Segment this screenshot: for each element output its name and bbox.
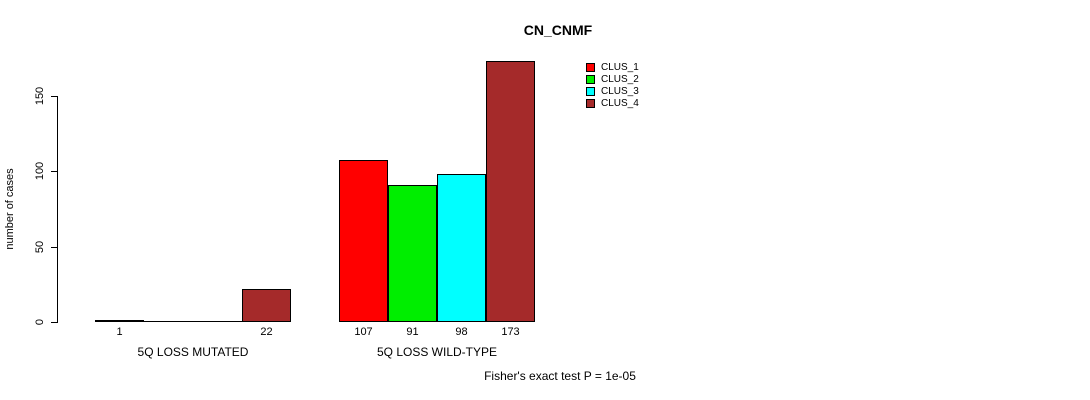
bar-clus_4-group2 bbox=[486, 61, 535, 322]
bar-clus_3-group1-zero bbox=[193, 321, 242, 322]
bar-value-label: 22 bbox=[260, 326, 273, 338]
y-tick-label: 100 bbox=[34, 161, 46, 181]
legend-row-clus2: CLUS_2 bbox=[586, 73, 639, 85]
legend-swatch-clus3 bbox=[586, 86, 595, 96]
legend-swatch-clus2 bbox=[586, 74, 595, 84]
legend-label-clus1: CLUS_1 bbox=[601, 61, 639, 73]
bar-clus_1-group1 bbox=[95, 320, 144, 322]
bar-value-label: 98 bbox=[455, 326, 468, 338]
bar-clus_4-group1 bbox=[242, 289, 291, 322]
y-tick-mark bbox=[51, 322, 57, 323]
legend-swatch-clus4 bbox=[586, 98, 595, 108]
y-tick-label: 0 bbox=[34, 318, 46, 326]
y-tick-mark bbox=[51, 96, 57, 97]
bar-value-label: 107 bbox=[354, 326, 373, 338]
legend-swatch-clus1 bbox=[586, 62, 595, 72]
y-tick-mark bbox=[51, 171, 57, 172]
legend: CLUS_1 CLUS_2 CLUS_3 CLUS_4 bbox=[586, 61, 639, 109]
legend-label-clus2: CLUS_2 bbox=[601, 73, 639, 85]
bar-clus_2-group2 bbox=[388, 185, 437, 322]
y-axis-line bbox=[57, 96, 58, 323]
bar-value-label: 91 bbox=[406, 326, 419, 338]
fishers-test-annotation: Fisher's exact test P = 1e-05 bbox=[484, 369, 636, 383]
bar-clus_2-group1-zero bbox=[144, 321, 193, 322]
bar-value-label: 1 bbox=[116, 326, 123, 338]
legend-label-clus3: CLUS_3 bbox=[601, 85, 639, 97]
bar-value-label: 173 bbox=[501, 326, 520, 338]
y-axis-label: number of cases bbox=[4, 168, 16, 250]
legend-row-clus4: CLUS_4 bbox=[586, 97, 639, 109]
y-tick-mark bbox=[51, 247, 57, 248]
chart-title: CN_CNMF bbox=[523, 22, 593, 38]
legend-label-clus4: CLUS_4 bbox=[601, 97, 639, 109]
legend-row-clus1: CLUS_1 bbox=[586, 61, 639, 73]
group-label-mutated: 5Q LOSS MUTATED bbox=[137, 345, 249, 359]
legend-row-clus3: CLUS_3 bbox=[586, 85, 639, 97]
bar-clus_1-group2 bbox=[339, 160, 388, 322]
y-tick-label: 150 bbox=[34, 86, 46, 106]
bar-clus_3-group2 bbox=[437, 174, 486, 322]
y-tick-label: 50 bbox=[34, 240, 46, 254]
group-label-wildtype: 5Q LOSS WILD-TYPE bbox=[376, 345, 498, 359]
